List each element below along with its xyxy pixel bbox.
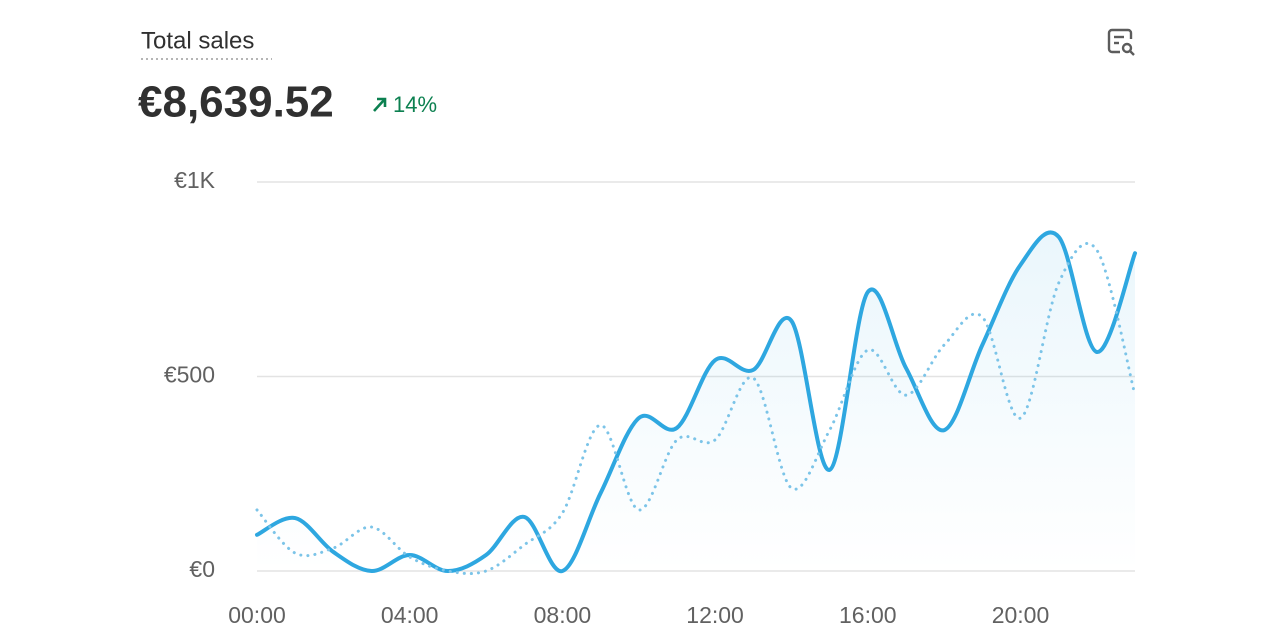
y-tick-label: €0 [189,556,215,582]
explore-icon[interactable] [1107,28,1135,56]
card-title[interactable]: Total sales [141,27,254,54]
trend-arrow [373,97,387,112]
area [257,232,1135,572]
x-tick-label: 20:00 [992,602,1050,628]
x-tick-label: 04:00 [381,602,439,628]
change-value: 14% [393,92,437,117]
x-tick-label: 08:00 [534,602,592,628]
total-value: €8,639.52 [138,78,334,127]
sales-line [255,230,1137,574]
x-tick-label: 12:00 [686,602,744,628]
x-tick-label: 16:00 [839,602,897,628]
y-tick-label: €1K [174,167,216,193]
y-tick-label: €500 [164,362,215,388]
x-tick-label: 00:00 [228,602,286,628]
